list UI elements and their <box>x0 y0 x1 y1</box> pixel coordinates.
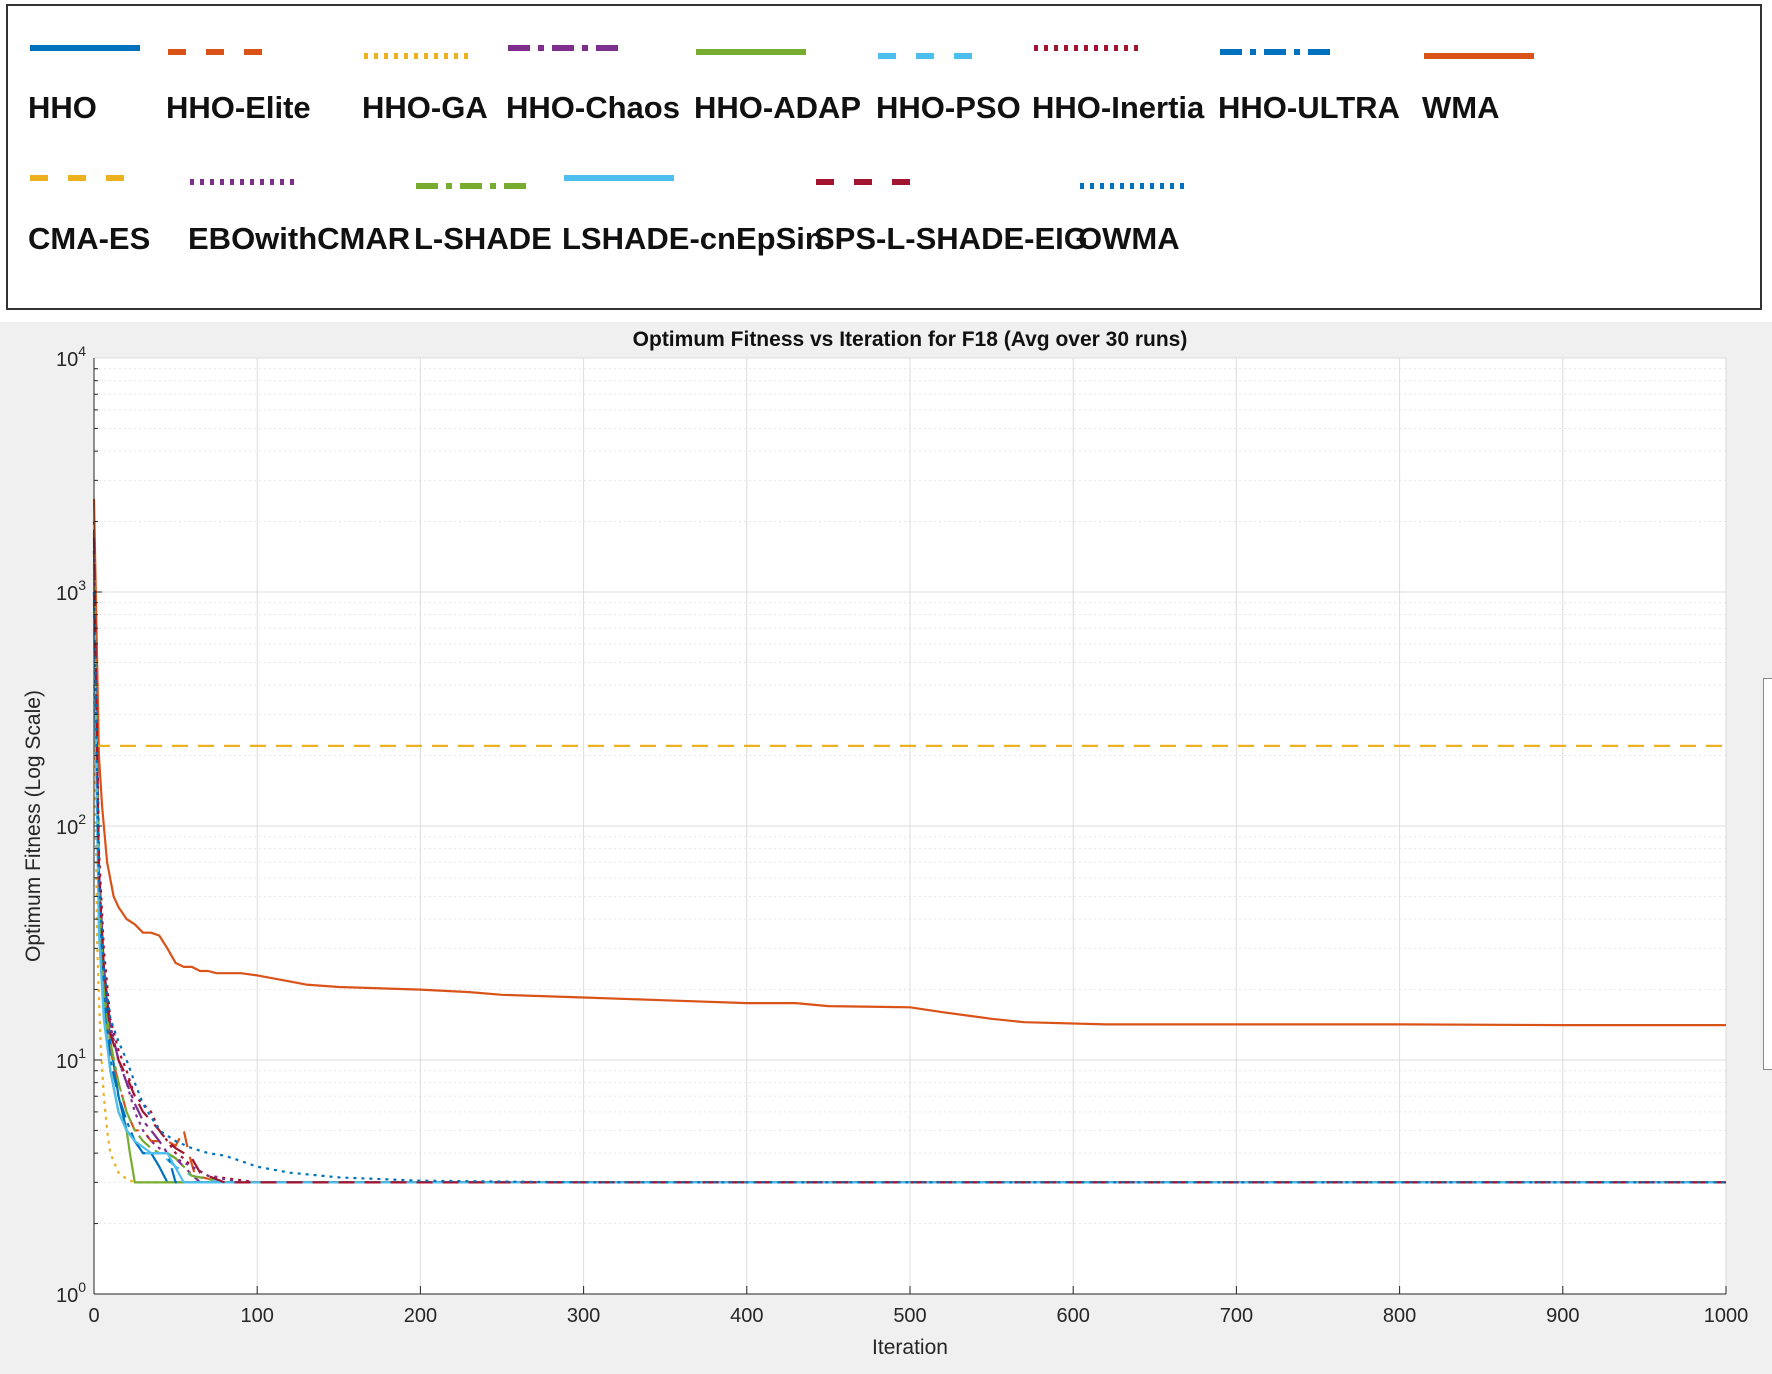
x-tick-label: 700 <box>1220 1305 1253 1327</box>
series-line-wma <box>92 498 1726 1027</box>
series-line-lshade-cnepsin <box>92 628 1726 1184</box>
legend-entry-l-shade: L-SHADE <box>414 183 552 256</box>
series-line-owma <box>92 591 1726 1184</box>
legend-entry-wma: WMA <box>1422 53 1534 125</box>
x-tick-label: 400 <box>730 1305 763 1327</box>
legend-label-hho-ultra: HHO-ULTRA <box>1218 90 1400 125</box>
legend-entry-sps-l-shade-eig: SPS-L-SHADE-EIG <box>814 179 1088 256</box>
series-layer <box>92 498 1726 1184</box>
legend-entry-hho-pso: HHO-PSO <box>876 53 1021 125</box>
legend-label-hho-ga: HHO-GA <box>362 90 488 125</box>
legend-entry-ebowithcmar: EBOwithCMAR <box>188 179 410 256</box>
y-tick-label: 104 <box>56 343 86 371</box>
chart-title: Optimum Fitness vs Iteration for F18 (Av… <box>633 328 1188 351</box>
legend-label-l-shade: L-SHADE <box>414 221 552 256</box>
legend: HHO HHO-Elite HHO-GA HHO-Chaos HHO-ADAP HHO-P… <box>6 4 1762 310</box>
figure-window: 0 100 200 300 400 500 600 700 800 900 1000 100 101 10… <box>0 322 1772 1374</box>
axes: 0 100 200 300 400 500 600 700 800 900 100010010110… <box>56 343 1748 1327</box>
legend-label-hho-elite: HHO-Elite <box>166 90 311 125</box>
legend-entry-hho-ultra: HHO-ULTRA <box>1218 49 1400 125</box>
series-line-sps-l-shade-eig <box>92 538 1726 1184</box>
y-tick-label: 103 <box>56 577 86 605</box>
legend-label-hho-inertia: HHO-Inertia <box>1032 90 1205 125</box>
legend-label-wma: WMA <box>1422 90 1499 125</box>
series-line-ebowithcmar <box>92 550 1726 1184</box>
y-axis-label: Optimum Fitness (Log Scale) <box>22 690 45 962</box>
x-tick-label: 1000 <box>1704 1305 1749 1327</box>
legend-label-cma-es: CMA-ES <box>28 221 150 256</box>
x-axis-label: Iteration <box>872 1336 948 1359</box>
legend-label-owma: OWMA <box>1078 221 1180 256</box>
legend-label-hho-pso: HHO-PSO <box>876 90 1021 125</box>
legend-label-hho-adap: HHO-ADAP <box>694 90 861 125</box>
legend-entry-hho-adap: HHO-ADAP <box>694 49 861 125</box>
legend-label-lshade-cnepsin: LSHADE-cnEpSin <box>562 221 824 256</box>
series-line-l-shade <box>92 565 1726 1184</box>
x-tick-label: 800 <box>1383 1305 1416 1327</box>
series-line-hho-ga <box>92 685 1726 1184</box>
x-tick-label: 200 <box>404 1305 437 1327</box>
legend-svg: HHO HHO-Elite HHO-GA HHO-Chaos HHO-ADAP HHO-P… <box>28 45 1534 256</box>
x-tick-label: 100 <box>241 1305 274 1327</box>
legend-entry-cma-es: CMA-ES <box>28 175 150 256</box>
legend-entry-owma: OWMA <box>1078 183 1190 256</box>
x-tick-label: 300 <box>567 1305 600 1327</box>
x-tick-label: 600 <box>1057 1305 1090 1327</box>
legend-entry-hho-chaos: HHO-Chaos <box>506 45 680 125</box>
legend-label-hho-chaos: HHO-Chaos <box>506 90 680 125</box>
legend-label-sps-l-shade-eig: SPS-L-SHADE-EIG <box>814 221 1088 256</box>
legend-entry-hho-elite: HHO-Elite <box>166 49 311 125</box>
legend-entry-hho-ga: HHO-GA <box>362 53 488 125</box>
y-tick-label: 101 <box>56 1045 86 1073</box>
series-line-hho-ultra <box>92 591 1726 1184</box>
legend-entry-hho: HHO <box>28 45 140 125</box>
x-tick-label: 0 <box>88 1305 99 1327</box>
legend-entry-lshade-cnepsin: LSHADE-cnEpSin <box>562 175 824 256</box>
legend-entry-hho-inertia: HHO-Inertia <box>1032 45 1205 125</box>
y-tick-label: 102 <box>56 811 86 839</box>
series-line-hho-inertia <box>92 521 1726 1184</box>
y-tick-label: 100 <box>56 1279 86 1307</box>
panel-scroll-handle[interactable] <box>1763 678 1772 1070</box>
legend-label-ebowithcmar: EBOwithCMAR <box>188 221 410 256</box>
chart-svg: 0 100 200 300 400 500 600 700 800 900 100010010110… <box>22 328 1748 1359</box>
x-tick-label: 900 <box>1546 1305 1579 1327</box>
x-tick-label: 500 <box>893 1305 926 1327</box>
legend-label-hho: HHO <box>28 90 97 125</box>
